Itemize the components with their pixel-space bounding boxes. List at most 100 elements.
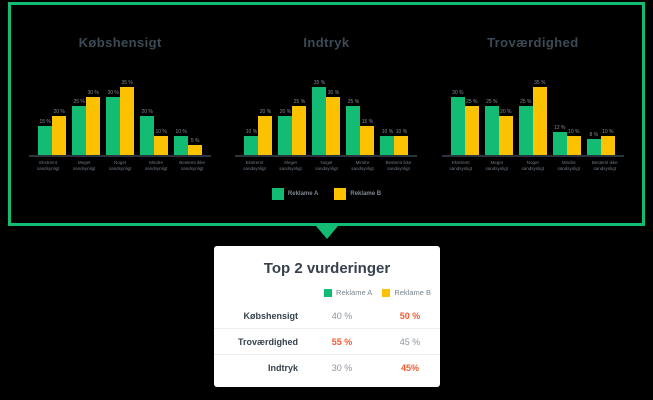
charts-row: Købshensigt 15 % 20 % 25 % 30 % 30 % 35 % 20 % 1… (11, 5, 642, 172)
legend-item-reklame-a: Reklame A (271, 188, 319, 201)
charts-panel: Købshensigt 15 % 20 % 25 % 30 % 30 % 35 % 20 % 1… (8, 2, 645, 226)
value-reklame-a: 55 % (331, 336, 353, 347)
legend-swatch-reklame-a-icon (324, 288, 333, 297)
x-axis-labels: Ekstremt sandsynligt Meget sandsynligt Nog… (442, 160, 624, 172)
x-axis-label: Noget sandsynligt (315, 160, 338, 172)
bar-value-label: 30 % (327, 89, 340, 96)
chart-plot: 15 % 20 % 25 % 30 % 30 % 35 % 20 % 10 % 10 % 5 % (29, 63, 212, 157)
bar-reklame-b: 20 % (498, 109, 513, 155)
bar-reklame-b: 10 % (154, 129, 169, 155)
bar-value-label: 10 % (245, 128, 258, 135)
bar-reklame-a: 10 % (244, 129, 259, 155)
chart-plot: 10 % 20 % 20 % 25 % 35 % 30 % 25 % 15 % 10 % 10 % (235, 63, 418, 157)
bar-value-label: 10 % (155, 128, 167, 135)
table-row-k-bshensigt: Købshensigt 40 % 50 % (214, 303, 440, 328)
table-row-trov-rdighed: Troværdighed 55 % 45 % (214, 328, 440, 354)
bar-value-label: 20 % (141, 109, 153, 115)
legend-swatch-reklame-b-icon (334, 188, 347, 201)
x-axis-label: Mindre sandsynligt (144, 160, 168, 172)
bar-value-label: 15 % (361, 118, 374, 125)
bar-value-label: 35 % (313, 79, 326, 86)
bar-group-3: 30 % 35 % (106, 80, 135, 155)
bar-reklame-a: 20 % (140, 109, 155, 155)
bar-reklame-a: 35 % (312, 80, 327, 155)
x-axis-label: Noget sandsynligt (108, 160, 132, 172)
legend-label: Reklame B (350, 191, 382, 198)
x-axis-label: Noget sandsynligt (521, 160, 545, 172)
row-label: Troværdighed (237, 336, 298, 347)
pointer-arrow-icon (316, 226, 338, 239)
x-axis-label: Bestemt ikke sandsynligt (179, 160, 206, 172)
card-title: Top 2 vurderinger (263, 260, 391, 277)
bar-chart-indtryk: Indtryk 10 % 20 % 20 % 25 % 35 % 30 % 25 % 15 % 1… (227, 5, 425, 172)
bar-reklame-b: 35 % (532, 80, 547, 155)
chart-title: Købshensigt (78, 35, 162, 50)
bar-value-label: 20 % (259, 109, 272, 115)
x-axis-labels: Ekstremt sandsynligt Meget sandsynligt Nog… (235, 160, 417, 172)
bar-value-label: 25 % (486, 99, 498, 106)
legend-label: Reklame A (287, 191, 319, 198)
bar-value-label: 35 % (121, 79, 133, 86)
legend-item-reklame-a: Reklame A (324, 288, 372, 297)
bar-group-3: 35 % 30 % (312, 80, 341, 155)
bar-chart-k-bshensigt: Købshensigt 15 % 20 % 25 % 30 % 30 % 35 % 20 % 1… (21, 5, 219, 172)
bar-value-label: 20 % (53, 109, 65, 115)
chart-title: Indtryk (303, 35, 350, 50)
bar-reklame-b: 15 % (360, 119, 375, 155)
legend-item-reklame-b: Reklame B (334, 188, 382, 201)
value-reklame-b: 50 % (399, 310, 421, 321)
bar-reklame-b: 5 % (188, 138, 203, 155)
bar-value-label: 10 % (175, 128, 187, 135)
chart-title: Troværdighed (487, 35, 579, 50)
x-axis-label: Bestemt ikke sandsynligt (385, 160, 412, 172)
legend-label: Reklame A (336, 288, 373, 297)
bar-value-label: 10 % (568, 128, 580, 135)
charts-legend: Reklame A Reklame B (11, 188, 642, 201)
bar-reklame-a: 25 % (346, 99, 361, 155)
x-axis-label: Ekstremt sandsynligt (36, 160, 60, 172)
x-axis-label: Bestemt ikke sandsynligt (591, 160, 618, 172)
bar-group-1: 30 % 25 % (450, 90, 479, 155)
bar-group-5: 8 % 10 % (586, 129, 615, 155)
bar-value-label: 15 % (39, 118, 51, 125)
row-label: Indtryk (267, 362, 298, 373)
legend-item-reklame-b: Reklame B (382, 288, 431, 297)
bar-value-label: 25 % (520, 99, 532, 106)
bar-value-label: 25 % (466, 99, 478, 106)
bar-reklame-a: 25 % (72, 99, 87, 155)
x-axis-label: Ekstremt sandsynligt (449, 160, 473, 172)
x-axis-labels: Ekstremt sandsynligt Meget sandsynligt Nog… (29, 160, 211, 172)
bar-group-4: 12 % 10 % (552, 125, 581, 155)
chart-plot: 30 % 25 % 25 % 20 % 25 % 35 % 12 % 10 % 8 % 10 % (441, 63, 624, 157)
bar-value-label: 10 % (395, 128, 408, 135)
bar-reklame-a: 25 % (484, 99, 499, 155)
bar-group-2: 25 % 30 % (72, 90, 101, 155)
bar-reklame-b: 10 % (600, 129, 615, 155)
bar-reklame-a: 8 % (586, 132, 601, 155)
bar-reklame-a: 30 % (450, 90, 465, 155)
x-axis-label: Mindre sandsynligt (351, 160, 374, 172)
bar-group-4: 20 % 10 % (140, 109, 169, 155)
bar-reklame-b: 10 % (394, 129, 409, 155)
bar-group-3: 25 % 35 % (518, 80, 547, 155)
bar-group-1: 15 % 20 % (38, 109, 67, 155)
bar-reklame-b: 30 % (86, 90, 101, 155)
bar-value-label: 25 % (73, 99, 85, 106)
bar-reklame-b: 25 % (464, 99, 479, 155)
bar-value-label: 10 % (602, 128, 614, 135)
summary-card: Top 2 vurderinger Reklame A Reklame B Køb… (214, 246, 440, 387)
bar-reklame-a: 25 % (518, 99, 533, 155)
legend-label: Reklame B (394, 288, 431, 297)
x-axis-label: Meget sandsynligt (72, 160, 96, 172)
legend-swatch-reklame-a-icon (271, 188, 284, 201)
table-row-indtryk: Indtryk 30 % 45% (214, 354, 440, 380)
value-reklame-a: 30 % (331, 362, 353, 373)
value-reklame-a: 40 % (331, 310, 353, 321)
card-legend: Reklame A Reklame B (214, 288, 440, 297)
value-reklame-b: 45 % (399, 336, 421, 347)
bar-value-label: 25 % (347, 99, 360, 106)
bar-reklame-a: 15 % (38, 119, 53, 155)
bar-reklame-a: 10 % (174, 129, 189, 155)
bar-group-2: 20 % 25 % (278, 99, 307, 155)
bar-reklame-b: 20 % (52, 109, 67, 155)
